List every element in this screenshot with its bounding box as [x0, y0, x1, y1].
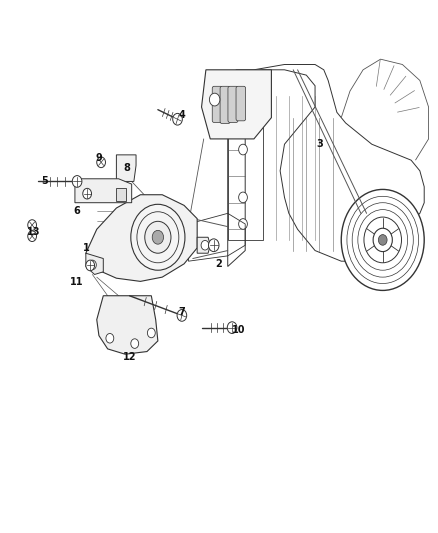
FancyBboxPatch shape [228, 86, 238, 123]
Circle shape [137, 212, 179, 263]
Text: 2: 2 [215, 259, 223, 269]
Circle shape [106, 334, 114, 343]
Circle shape [239, 144, 247, 155]
Circle shape [341, 189, 424, 290]
FancyBboxPatch shape [212, 86, 222, 123]
Text: 10: 10 [232, 325, 245, 335]
Circle shape [86, 260, 95, 271]
Circle shape [28, 231, 36, 241]
Polygon shape [197, 237, 210, 253]
Polygon shape [86, 195, 197, 281]
Circle shape [239, 102, 247, 112]
Circle shape [97, 157, 106, 167]
Circle shape [352, 203, 413, 277]
Text: 3: 3 [316, 139, 323, 149]
Text: 11: 11 [71, 278, 84, 287]
Circle shape [358, 209, 408, 270]
Circle shape [201, 240, 209, 250]
Circle shape [347, 196, 419, 284]
Text: 12: 12 [123, 352, 136, 362]
Text: 9: 9 [95, 152, 102, 163]
Circle shape [152, 230, 163, 244]
Circle shape [227, 322, 237, 334]
Circle shape [364, 217, 402, 263]
Circle shape [148, 328, 155, 338]
Circle shape [83, 188, 92, 199]
FancyBboxPatch shape [236, 86, 246, 121]
Text: 4: 4 [179, 110, 185, 120]
Circle shape [209, 93, 220, 106]
Circle shape [131, 204, 185, 270]
Text: 5: 5 [41, 176, 48, 187]
Text: 6: 6 [74, 206, 81, 216]
Circle shape [208, 239, 219, 252]
Circle shape [72, 175, 82, 187]
Circle shape [28, 220, 36, 230]
Circle shape [145, 221, 171, 253]
Circle shape [373, 228, 392, 252]
Polygon shape [201, 70, 272, 139]
Text: 1: 1 [82, 243, 89, 253]
Polygon shape [75, 179, 132, 203]
Polygon shape [86, 253, 103, 274]
Circle shape [239, 192, 247, 203]
Circle shape [173, 114, 182, 125]
Circle shape [378, 235, 387, 245]
Polygon shape [117, 155, 136, 181]
Circle shape [88, 260, 96, 270]
Text: 13: 13 [27, 227, 40, 237]
FancyBboxPatch shape [220, 86, 230, 124]
Text: 7: 7 [179, 306, 185, 317]
FancyBboxPatch shape [116, 188, 127, 200]
Circle shape [131, 339, 139, 349]
Circle shape [177, 310, 187, 321]
Text: 8: 8 [124, 163, 131, 173]
Polygon shape [97, 296, 158, 354]
Circle shape [239, 219, 247, 229]
